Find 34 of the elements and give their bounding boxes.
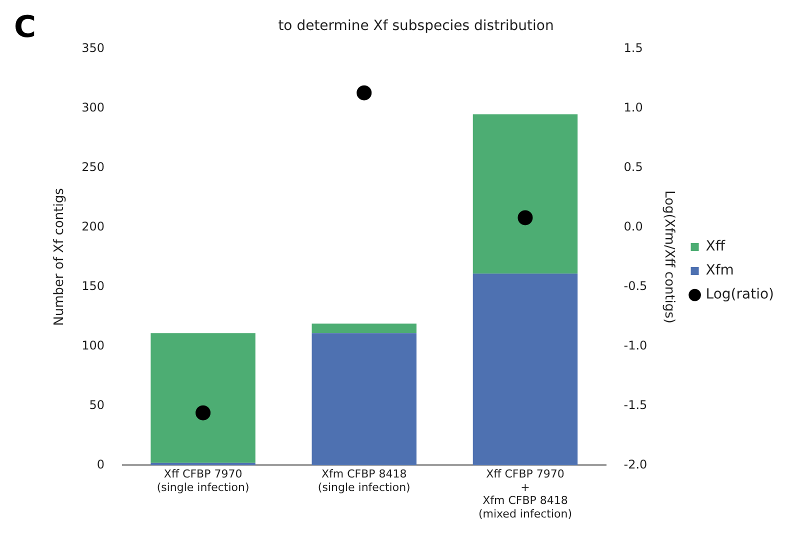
x-tick-label: Xff CFBP 7970 (single infection): [156, 468, 250, 494]
point: [356, 85, 372, 100]
legend-label: Xff: [706, 238, 726, 255]
y2-tick-label: 1.0: [624, 100, 643, 114]
y-axis-title: Number of Xf contigs: [52, 188, 68, 326]
y-tick-label: 250: [82, 160, 105, 174]
y2-tick-label: -0.5: [624, 278, 648, 293]
y-tick-label: 0: [96, 457, 105, 472]
bar: [472, 114, 578, 274]
point: [196, 405, 211, 420]
y-tick-label: 350: [82, 40, 105, 55]
text: C: [14, 10, 36, 45]
bar: [312, 324, 416, 334]
y-tick-label: 200: [82, 219, 105, 234]
chart-title: to determine Xf subspecies distribution: [278, 18, 554, 34]
y2-tick-label: -2.0: [624, 457, 648, 472]
x-tick-label: Xfm CFBP 8418 (single infection): [318, 468, 410, 494]
legend-label: Xfm: [706, 262, 734, 279]
y2-tick-label: -1.5: [624, 398, 648, 412]
y2-tick-label: 0.0: [624, 219, 643, 234]
point: [518, 210, 533, 226]
bar: [150, 333, 256, 463]
bar: [312, 333, 416, 466]
y-tick-label: 150: [82, 278, 105, 293]
y2-tick-label: 1.5: [624, 40, 643, 55]
y-tick-label: 50: [89, 398, 105, 412]
y2-tick-label: -1.0: [624, 338, 648, 352]
legend-label: Log(ratio): [706, 286, 774, 303]
x-tick-label: Xff CFBP 7970 + Xfm CFBP 8418 (mixed infection): [478, 468, 572, 520]
bar: [472, 274, 578, 466]
y-tick-label: 100: [82, 338, 105, 352]
y-tick-label: 300: [82, 100, 105, 114]
y2-tick-label: 0.5: [624, 160, 643, 174]
y2-axis-title: Log(Xfm/Xff contigs): [662, 190, 677, 324]
